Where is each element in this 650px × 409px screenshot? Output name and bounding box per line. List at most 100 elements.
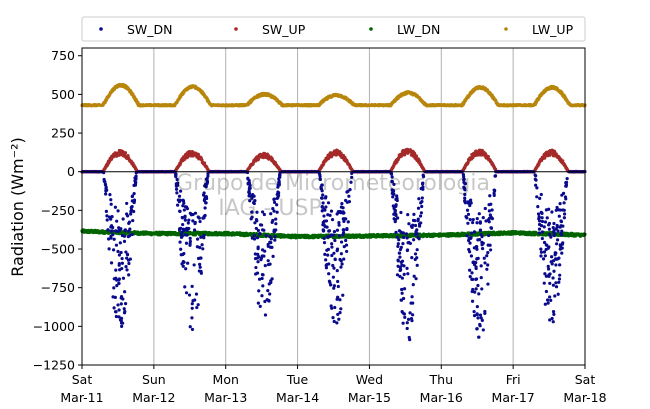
point-sw-dn [269, 237, 273, 241]
point-sw-dn [416, 217, 420, 221]
point-sw-dn [204, 196, 208, 200]
point-sw-dn [125, 252, 130, 256]
point-sw-dn [119, 302, 123, 306]
point-sw-dn [405, 266, 409, 270]
point-sw-dn [174, 187, 179, 191]
point-sw-dn [323, 208, 327, 212]
point-sw-dn [254, 265, 258, 270]
point-sw-dn [470, 271, 474, 275]
point-sw-dn [103, 182, 108, 186]
point-sw-dn [337, 317, 341, 321]
point-sw-dn [328, 213, 332, 217]
point-sw-dn [119, 294, 124, 299]
point-sw-dn [329, 304, 333, 308]
point-sw-dn [117, 278, 121, 282]
point-sw-dn [109, 234, 113, 239]
point-sw-dn [273, 234, 277, 239]
point-sw-dn [192, 263, 196, 267]
point-sw-dn [396, 242, 400, 246]
point-sw-dn [183, 233, 187, 237]
point-sw-dn [327, 229, 331, 233]
point-sw-dn [124, 250, 128, 254]
point-sw-dn [322, 214, 326, 218]
point-sw-dn [188, 242, 192, 246]
point-sw-up [486, 155, 490, 159]
point-sw-dn [470, 299, 475, 303]
point-sw-dn [418, 214, 423, 218]
point-sw-dn [127, 221, 131, 225]
point-sw-dn [416, 235, 420, 240]
point-sw-dn [205, 177, 209, 181]
point-sw-dn [193, 211, 198, 215]
point-sw-dn [392, 212, 396, 216]
point-sw-dn [112, 237, 116, 241]
point-sw-dn [405, 326, 409, 331]
point-sw-up [414, 154, 419, 158]
point-sw-dn [255, 236, 260, 240]
point-sw-dn [258, 223, 263, 227]
point-sw-dn [400, 287, 404, 292]
point-sw-dn [195, 305, 199, 310]
point-sw-dn [182, 260, 186, 264]
point-sw-dn [123, 290, 127, 294]
point-sw-dn [402, 287, 407, 291]
point-sw-dn [329, 233, 334, 237]
point-sw-dn [255, 256, 260, 260]
point-sw-dn [178, 209, 182, 213]
point-sw-dn [183, 218, 187, 222]
point-sw-dn [184, 241, 189, 245]
point-sw-dn [408, 338, 412, 342]
point-sw-dn [326, 247, 330, 251]
point-sw-dn [108, 193, 112, 197]
point-sw-dn [187, 218, 191, 222]
point-sw-dn [405, 248, 409, 253]
point-sw-dn [323, 196, 328, 200]
point-sw-dn [332, 286, 336, 290]
point-sw-dn [413, 252, 418, 256]
point-sw-dn [107, 215, 112, 219]
point-sw-dn [338, 257, 342, 262]
point-sw-dn [191, 299, 195, 303]
point-sw-dn [408, 311, 412, 315]
point-sw-dn [261, 273, 265, 277]
point-sw-dn [411, 283, 415, 287]
point-sw-dn [256, 301, 260, 305]
point-sw-dn [344, 243, 349, 247]
point-sw-dn [254, 272, 258, 276]
point-sw-dn [396, 244, 400, 248]
point-sw-dn [127, 229, 131, 233]
point-sw-dn [410, 256, 414, 260]
data-points [80, 82, 587, 342]
point-sw-dn [327, 279, 332, 283]
point-sw-dn [190, 327, 195, 332]
point-sw-dn [175, 177, 179, 182]
point-sw-dn [399, 260, 403, 264]
point-sw-dn [270, 245, 274, 249]
point-sw-dn [344, 217, 348, 221]
point-sw-dn [196, 303, 200, 307]
point-sw-dn [203, 184, 207, 188]
point-sw-dn [127, 261, 131, 266]
point-sw-dn [119, 321, 124, 325]
point-sw-dn [339, 252, 343, 256]
point-sw-dn [259, 258, 263, 262]
point-sw-dn [331, 275, 335, 279]
point-sw-dn [122, 307, 126, 311]
point-sw-dn [416, 206, 421, 210]
point-sw-dn [125, 268, 129, 272]
point-sw-dn [176, 203, 180, 207]
point-sw-dn [417, 197, 421, 201]
point-sw-dn [335, 249, 339, 253]
point-sw-dn [205, 181, 209, 186]
point-sw-dn [420, 204, 424, 209]
point-sw-dn [190, 306, 194, 310]
point-sw-dn [478, 228, 483, 232]
point-sw-dn [466, 221, 470, 225]
point-sw-dn [469, 231, 474, 235]
point-sw-dn [117, 253, 122, 257]
point-sw-dn [330, 245, 334, 249]
point-sw-dn [184, 267, 188, 271]
point-sw-dn [116, 209, 120, 213]
point-sw-dn [105, 188, 109, 192]
point-sw-dn [256, 260, 260, 264]
